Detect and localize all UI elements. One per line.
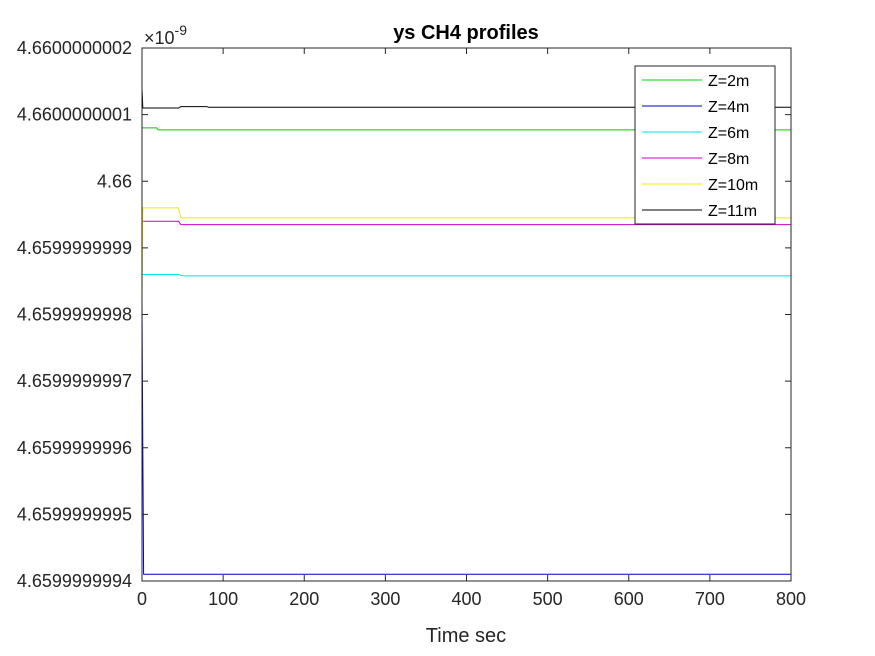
series-line-1 <box>142 127 791 131</box>
y-tick-label: 4.6599999998 <box>17 305 132 325</box>
axes-layer: 0 100 200 300 400 500 600 700 800 4.6599999994 4.6… <box>17 38 806 609</box>
series-layer <box>141 87 791 575</box>
y-tick-label: 4.6600000002 <box>17 38 132 58</box>
legend-label: Z=2m <box>708 73 749 90</box>
y-exponent-base: ×10 <box>144 28 175 48</box>
legend-label: Z=11m <box>708 203 757 220</box>
y-tick-label: 4.6599999996 <box>17 438 132 458</box>
series-line-5 <box>141 207 791 302</box>
x-tick-label: 200 <box>289 589 319 609</box>
y-exponent-label: ×10-9 <box>144 22 187 48</box>
y-tick-label: 4.6599999995 <box>17 504 132 524</box>
legend: Z=2m Z=4m Z=6m Z=8m Z=10m Z=11m <box>634 65 776 225</box>
legend-label: Z=10m <box>708 177 758 194</box>
x-tick-label: 0 <box>137 589 147 609</box>
x-axis-label: Time sec <box>426 625 506 647</box>
y-tick-label: 4.66 <box>97 171 132 191</box>
x-tick-label: 300 <box>370 589 400 609</box>
y-tick-label: 4.6599999999 <box>17 238 132 258</box>
x-tick-label: 800 <box>776 589 806 609</box>
x-tick-label: 600 <box>614 589 644 609</box>
series-line-3 <box>142 274 791 277</box>
y-tick-label: 4.6599999997 <box>17 371 132 391</box>
legend-label: Z=4m <box>708 99 749 116</box>
series-line-6 <box>141 87 791 109</box>
y-exponent-power: -9 <box>175 22 188 38</box>
x-tick-label: 100 <box>208 589 238 609</box>
x-tick-label: 700 <box>695 589 725 609</box>
y-tick-label: 4.6599999994 <box>17 571 132 591</box>
x-tick-label: 400 <box>451 589 481 609</box>
legend-label: Z=6m <box>708 125 749 142</box>
y-tick-label: 4.6600000001 <box>17 105 132 125</box>
series-line-4 <box>142 220 791 226</box>
chart-title: ys CH4 profiles <box>393 22 539 44</box>
x-tick-label: 500 <box>533 589 563 609</box>
legend-box <box>634 65 776 225</box>
legend-label: Z=8m <box>708 151 749 168</box>
